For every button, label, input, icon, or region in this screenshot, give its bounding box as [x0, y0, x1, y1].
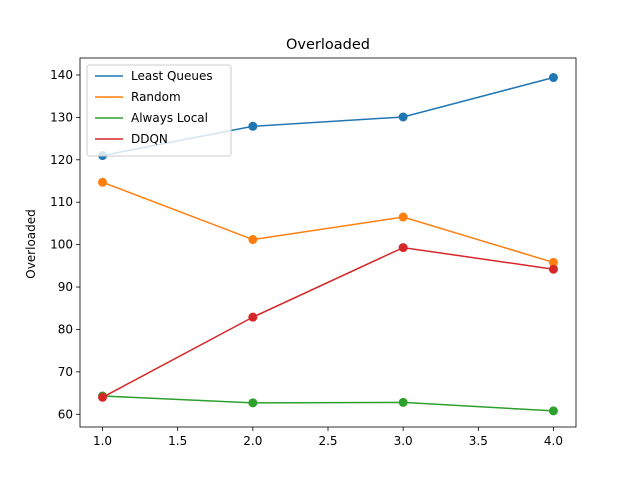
legend-box: [86, 64, 232, 157]
y-tick-label-2: 80: [58, 322, 73, 336]
data-point-0-2: [398, 112, 408, 122]
x-tick-label-0: 1.0: [93, 434, 112, 448]
y-tick-label-3: 90: [58, 280, 73, 294]
y-tick-label-8: 140: [50, 68, 73, 82]
y-tick-label-5: 110: [50, 195, 73, 209]
data-point-1-1: [248, 235, 258, 245]
y-axis-label: Overloaded: [24, 209, 38, 279]
x-tick-label-1: 1.5: [168, 434, 187, 448]
data-point-1-0: [98, 177, 108, 187]
x-tick-label-5: 3.5: [469, 434, 488, 448]
data-point-2-3: [548, 406, 558, 416]
data-point-2-1: [248, 398, 258, 408]
series-line-1: [102, 181, 554, 264]
y-tick-label-1: 70: [58, 365, 73, 379]
legend-label-2: Always Local: [131, 111, 208, 125]
data-point-3-1: [248, 312, 258, 322]
x-tick-label-2: 2.0: [243, 434, 262, 448]
x-tick-label-3: 2.5: [318, 434, 337, 448]
data-point-1-3: [548, 257, 558, 267]
legend-label-0: Least Queues: [131, 69, 213, 83]
data-point-0-3: [548, 73, 558, 83]
y-tick-label-0: 60: [58, 407, 73, 421]
data-point-2-2: [398, 397, 408, 407]
legend-label-3: DDQN: [131, 132, 168, 146]
axes: 1.0 1.5 2.0 2.5 3.0 3.5 4.0 60 70 80 90 100 110 120 13…: [50, 57, 577, 448]
legend-label-1: Random: [131, 90, 181, 104]
plot-marks: [98, 73, 558, 416]
chart-title: Overloaded: [286, 37, 370, 53]
x-tick-label-6: 4.0: [544, 434, 563, 448]
data-point-1-2: [398, 212, 408, 222]
data-point-3-0: [98, 392, 108, 402]
data-point-0-1: [248, 121, 258, 131]
series-line-3: [102, 246, 554, 398]
series-line-2: [102, 395, 554, 412]
y-tick-label-6: 120: [50, 153, 73, 167]
legend: Least Queues Random Always Local DDQN: [86, 64, 232, 157]
x-tick-label-4: 3.0: [394, 434, 413, 448]
data-point-3-3: [548, 264, 558, 274]
y-tick-label-4: 100: [50, 238, 73, 252]
data-point-3-2: [398, 243, 408, 253]
y-tick-label-7: 130: [50, 110, 73, 124]
